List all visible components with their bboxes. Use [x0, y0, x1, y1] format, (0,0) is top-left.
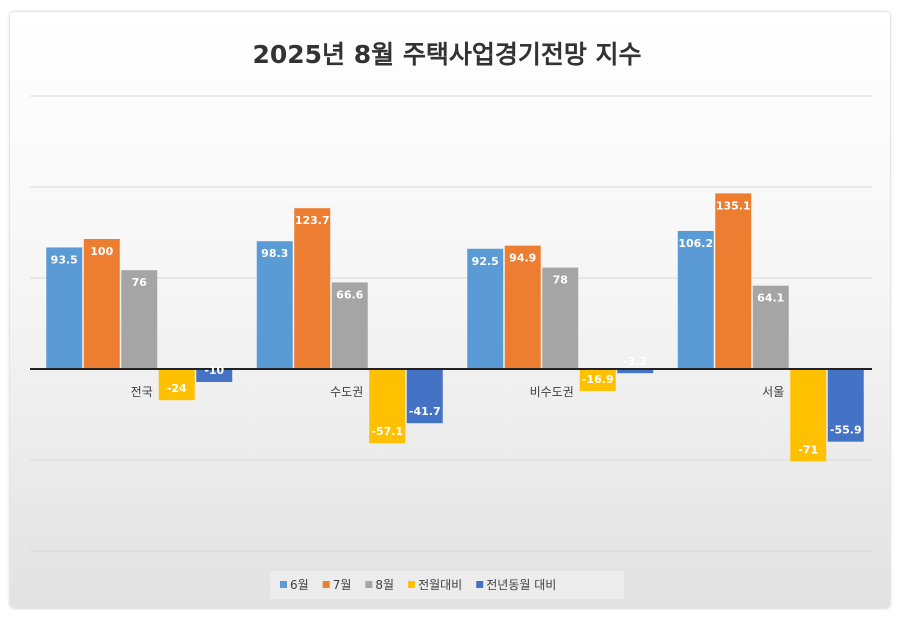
bar: [504, 245, 541, 369]
category-label: 비수도권: [530, 385, 574, 399]
bar: [827, 369, 864, 442]
legend-label: 8월: [375, 578, 394, 592]
category-label: 전국: [131, 385, 153, 399]
bar-chart: 2025년 8월 주택사업경기전망 지수 93.5 100 76 -24 -10 98.3…: [30, 40, 872, 599]
legend-swatch: [280, 581, 287, 588]
data-label: -24: [167, 382, 187, 395]
bar: [46, 247, 83, 369]
data-label: 93.5: [51, 253, 78, 266]
gridlines: [30, 95, 872, 552]
data-label: 92.5: [472, 255, 499, 268]
chart-frame: 2025년 8월 주택사업경기전망 지수 93.5 100 76 -24 -10 98.3…: [10, 12, 890, 608]
legend-swatch: [322, 581, 330, 588]
data-label: -41.7: [409, 405, 441, 418]
chart-title: 2025년 8월 주택사업경기전망 지수: [252, 40, 641, 69]
data-label: 76: [132, 276, 148, 289]
data-labels-layer: 93.5 100 76 -24 -10 98.3 123.7 66.6 -57.1 -41.7 92…: [51, 199, 862, 456]
bar: [715, 193, 752, 369]
data-label: 123.7: [295, 214, 330, 227]
bar: [617, 369, 654, 374]
bar: [752, 285, 789, 369]
bar: [256, 241, 293, 369]
legend-label: 6월: [290, 578, 309, 592]
data-label: -57.1: [371, 425, 403, 438]
bar: [542, 267, 579, 369]
data-label: 100: [90, 245, 113, 258]
bar: [294, 208, 331, 369]
bar: [369, 369, 406, 444]
data-label: 66.6: [336, 288, 363, 301]
data-label: -16.9: [582, 373, 614, 386]
data-label: 78: [553, 274, 568, 287]
legend-swatch: [408, 581, 416, 588]
bar: [121, 270, 158, 369]
bar: [790, 369, 827, 462]
data-label: -55.9: [830, 424, 862, 437]
data-label: -71: [798, 443, 818, 456]
bar: [406, 369, 443, 424]
data-label: 106.2: [678, 237, 713, 250]
data-label: 135.1: [716, 199, 751, 212]
legend-label: 7월: [333, 578, 352, 592]
category-label: 서울: [762, 385, 784, 399]
bars-layer: [46, 193, 864, 462]
bar: [196, 369, 233, 382]
bar: [331, 282, 368, 369]
legend-swatch: [365, 581, 373, 588]
bar: [158, 369, 195, 401]
legend-label: 전월대비: [418, 578, 462, 592]
legend-swatch: [476, 581, 484, 588]
bar: [83, 239, 120, 369]
data-label: -10: [204, 364, 224, 377]
data-label: 94.9: [509, 252, 536, 265]
bar: [467, 248, 504, 369]
data-label: -3.2: [623, 355, 647, 368]
data-label: 98.3: [261, 247, 288, 260]
legend-label: 전년동월 대비: [486, 578, 556, 592]
bar: [677, 230, 714, 369]
legend: 6월 7월 8월 전월대비 전년동월 대비: [280, 578, 556, 592]
category-labels-layer: 전국 수도권 비수도권 서울: [131, 385, 785, 399]
category-label: 수도권: [330, 385, 363, 399]
data-label: 64.1: [757, 292, 784, 305]
bar: [579, 369, 616, 391]
